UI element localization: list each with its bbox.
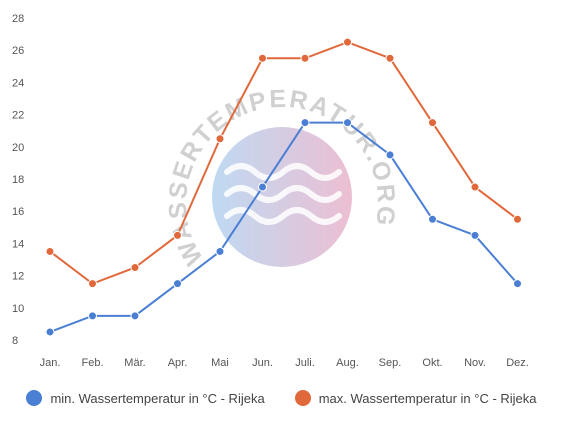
data-point[interactable] bbox=[513, 279, 522, 289]
x-tick-label: Nov. bbox=[464, 357, 486, 369]
x-tick-label: Mär. bbox=[124, 357, 145, 369]
y-tick-label: 14 bbox=[12, 238, 24, 250]
y-tick-label: 20 bbox=[12, 142, 24, 154]
y-tick-label: 18 bbox=[12, 174, 24, 186]
legend-item-min[interactable]: min. Wassertemperatur in °C - Rijeka bbox=[26, 390, 265, 406]
data-point[interactable] bbox=[88, 311, 97, 321]
x-tick-label: Mai bbox=[211, 357, 229, 369]
y-tick-label: 22 bbox=[12, 110, 24, 122]
data-point[interactable] bbox=[173, 230, 182, 240]
y-tick-label: 28 bbox=[12, 13, 24, 25]
series-line bbox=[49, 41, 519, 285]
data-point[interactable] bbox=[300, 53, 310, 63]
data-point[interactable] bbox=[343, 118, 352, 128]
x-tick-label: Aug. bbox=[336, 357, 359, 369]
line-chart: WASSERTEMPERATUR.ORG 8 10 12 14 16 18 20 22 24 26… bbox=[12, 13, 529, 369]
x-tick-label: Feb. bbox=[81, 357, 103, 369]
data-point[interactable] bbox=[130, 311, 140, 321]
data-point[interactable] bbox=[258, 182, 267, 192]
watermark-wave bbox=[224, 163, 342, 181]
y-tick-label: 8 bbox=[12, 335, 18, 347]
y-tick-label: 12 bbox=[12, 271, 24, 283]
series-min bbox=[45, 118, 522, 337]
data-point[interactable] bbox=[300, 118, 310, 128]
series-line bbox=[49, 121, 519, 333]
y-tick-label: 26 bbox=[12, 45, 24, 57]
legend: min. Wassertemperatur in °C - Rijeka max… bbox=[0, 390, 563, 406]
y-tick-label: 10 bbox=[12, 303, 24, 315]
x-tick-label: Jun. bbox=[252, 357, 273, 369]
data-point[interactable] bbox=[385, 53, 395, 63]
data-point[interactable] bbox=[88, 279, 97, 289]
data-point[interactable] bbox=[470, 182, 480, 192]
legend-label-min: min. Wassertemperatur in °C - Rijeka bbox=[50, 390, 265, 406]
data-point[interactable] bbox=[45, 246, 55, 256]
data-point[interactable] bbox=[173, 279, 182, 289]
data-point[interactable] bbox=[513, 214, 522, 224]
data-point[interactable] bbox=[130, 263, 140, 273]
data-point[interactable] bbox=[428, 118, 437, 128]
watermark-wave bbox=[224, 185, 342, 203]
series-max bbox=[45, 37, 522, 289]
watermark-logo: WASSERTEMPERATUR.ORG bbox=[164, 85, 399, 270]
data-point[interactable] bbox=[385, 150, 395, 160]
data-point[interactable] bbox=[258, 53, 267, 63]
legend-marker-max bbox=[294, 390, 311, 406]
x-axis: Jan. Feb. Mär. Apr. Mai Jun. Juli. Aug. Sep. Okt.… bbox=[40, 357, 529, 369]
data-point[interactable] bbox=[470, 230, 480, 240]
series-group bbox=[45, 37, 522, 337]
x-tick-label: Apr. bbox=[168, 357, 188, 369]
legend-label-max: max. Wassertemperatur in °C - Rijeka bbox=[318, 390, 537, 406]
x-tick-label: Jan. bbox=[40, 357, 61, 369]
data-point[interactable] bbox=[215, 134, 225, 144]
data-point[interactable] bbox=[45, 327, 55, 337]
x-tick-label: Okt. bbox=[422, 357, 442, 369]
data-point[interactable] bbox=[343, 37, 352, 47]
data-point[interactable] bbox=[428, 214, 437, 224]
y-tick-label: 16 bbox=[12, 206, 24, 218]
y-tick-label: 24 bbox=[12, 77, 24, 89]
legend-marker-min bbox=[26, 390, 43, 406]
x-tick-label: Juli. bbox=[295, 357, 315, 369]
y-axis: 8 10 12 14 16 18 20 22 24 26 28 bbox=[12, 13, 24, 347]
legend-item-max[interactable]: max. Wassertemperatur in °C - Rijeka bbox=[294, 390, 537, 406]
data-point[interactable] bbox=[215, 246, 225, 256]
x-tick-label: Sep. bbox=[379, 357, 402, 369]
x-tick-label: Dez. bbox=[506, 357, 529, 369]
